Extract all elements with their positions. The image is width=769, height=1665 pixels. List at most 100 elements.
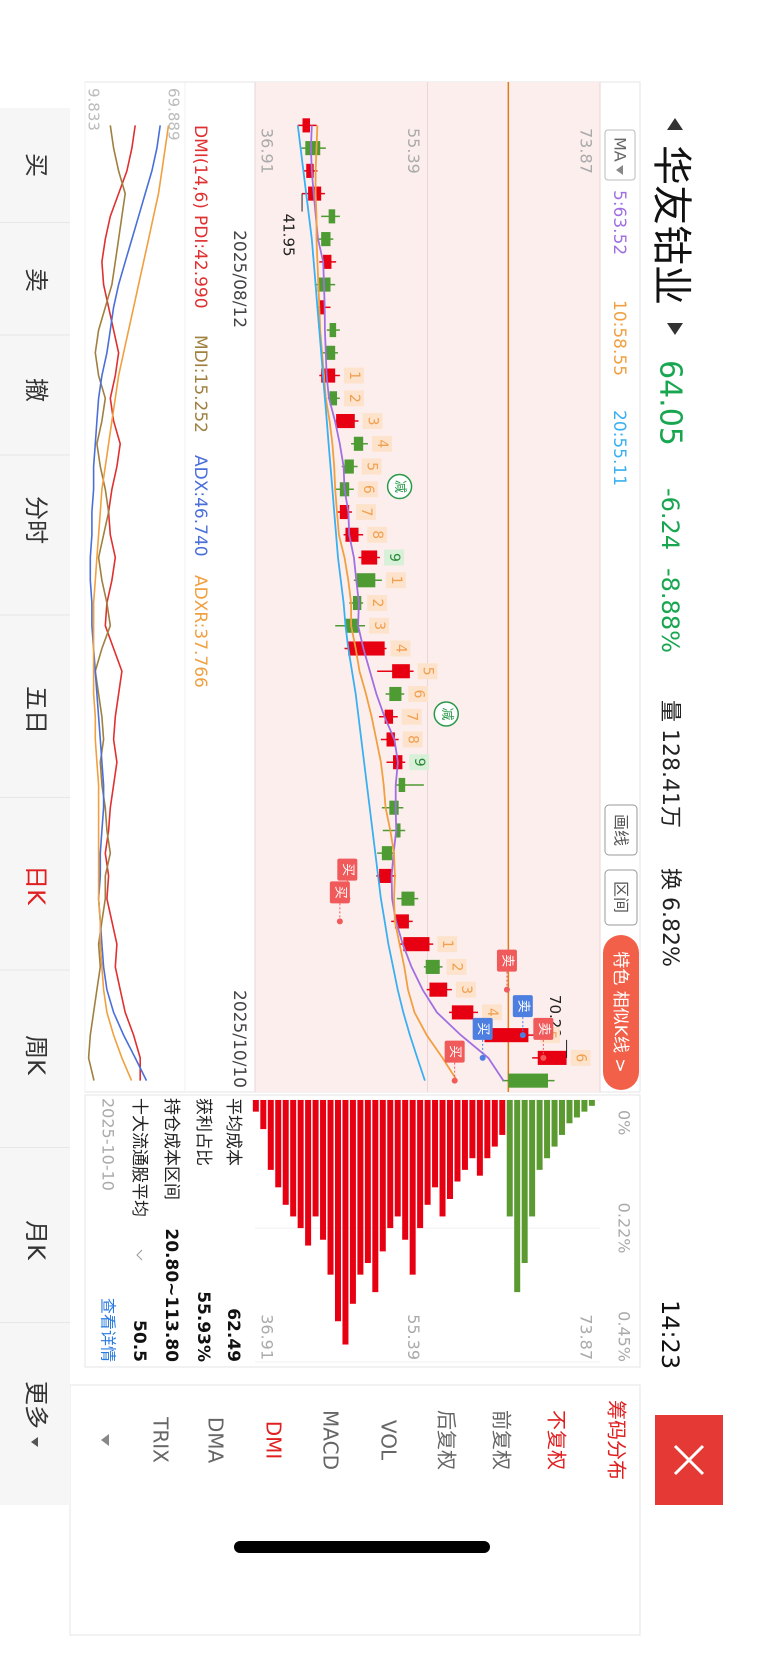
- chip-bar: [364, 1100, 371, 1264]
- price: 64.05: [653, 360, 688, 446]
- side-menu-item[interactable]: DMI: [262, 1421, 286, 1460]
- td-count-bg: [343, 390, 364, 407]
- tab[interactable]: 更多: [22, 1381, 50, 1429]
- more-caret: [31, 1437, 38, 1447]
- stats-date: 2025-10-10: [99, 1098, 118, 1191]
- side-menu-item[interactable]: DMA: [204, 1417, 228, 1464]
- indicator-box[interactable]: [604, 129, 636, 181]
- td-count: 3: [365, 417, 381, 426]
- legend-entry: ADXR:37.766: [190, 575, 210, 688]
- signal-badge: [329, 881, 350, 904]
- signal-label: 卖: [536, 1022, 551, 1035]
- candle-body: [319, 300, 325, 315]
- ma-line: [314, 125, 458, 1082]
- tab[interactable]: 日K: [22, 865, 50, 906]
- signal-dot: [540, 1054, 547, 1061]
- chip-bar: [536, 1100, 543, 1170]
- signal-label: 买: [332, 886, 347, 899]
- close-icon: [673, 1444, 705, 1476]
- tab[interactable]: 买: [22, 153, 50, 177]
- side-menu-item[interactable]: 筹码分布: [605, 1400, 629, 1480]
- chip-bar: [342, 1100, 349, 1345]
- side-menu-item[interactable]: 前复权: [490, 1410, 514, 1470]
- tab[interactable]: 月K: [22, 1220, 50, 1261]
- chip-y-tick-label: 55.39: [404, 1314, 423, 1360]
- candle-body: [361, 550, 378, 565]
- draw-button-label: 画线: [612, 814, 631, 846]
- chip-bar: [446, 1100, 453, 1199]
- tab[interactable]: 卖: [22, 268, 50, 292]
- change: -6.24: [656, 488, 684, 550]
- chip-bar: [260, 1100, 267, 1130]
- signal-badge: [337, 858, 358, 881]
- td-count-bg: [385, 572, 406, 589]
- chip-bar: [521, 1100, 528, 1264]
- chip-bar: [581, 1100, 588, 1112]
- chip-bar: [491, 1100, 498, 1147]
- side-menu-item[interactable]: 不复权: [545, 1410, 569, 1470]
- candle-body: [321, 232, 331, 247]
- candle-body: [329, 323, 337, 338]
- similar-kline-button[interactable]: [603, 935, 639, 1090]
- tab[interactable]: 撤: [22, 378, 50, 402]
- draw-button[interactable]: [604, 804, 638, 856]
- chip-bar: [476, 1100, 483, 1176]
- candle-body: [325, 345, 336, 360]
- td-count: 3: [371, 621, 387, 630]
- candle-body: [429, 982, 448, 997]
- chip-bar: [402, 1100, 409, 1240]
- chip-bar: [305, 1100, 312, 1246]
- td-count: 1: [346, 371, 362, 380]
- td-count: 1: [439, 940, 455, 949]
- stat-label: 平均成本: [223, 1098, 243, 1166]
- side-menu-more[interactable]: [101, 1434, 109, 1446]
- candle-body: [345, 527, 359, 542]
- stock-name: 华友钴业: [648, 145, 694, 305]
- td-count: 7: [404, 712, 420, 721]
- chip-bar: [499, 1100, 506, 1135]
- chip-bar: [417, 1100, 424, 1229]
- td-count-bg: [402, 731, 423, 748]
- stat-label: 十大流通股平均: [129, 1098, 149, 1217]
- candle-body: [305, 141, 321, 156]
- td-count: 8: [369, 530, 385, 539]
- td-count: 4: [374, 439, 390, 448]
- td-count-bg: [362, 413, 383, 430]
- stats-link[interactable]: 查看详情: [99, 1298, 118, 1362]
- side-menu-item[interactable]: 后复权: [435, 1410, 459, 1470]
- legend-entry: MDI:15.252: [190, 335, 210, 433]
- x-tick-label: 2025/10/10: [229, 990, 249, 1088]
- chip-bar: [327, 1100, 334, 1275]
- legend-entry: PDI:42.990: [190, 215, 210, 309]
- range-button[interactable]: [604, 869, 638, 926]
- side-menu-frame: [69, 1384, 641, 1636]
- prev-stock-arrow[interactable]: [667, 118, 683, 130]
- y-tick-label: 36.91: [258, 128, 277, 174]
- chip-bar: [320, 1100, 327, 1240]
- side-menu-item[interactable]: VOL: [377, 1420, 401, 1461]
- time: 14:23: [656, 1300, 684, 1369]
- tab[interactable]: 分时: [22, 496, 50, 544]
- signal-badge: [472, 1017, 493, 1040]
- side-menu-item[interactable]: TRIX: [149, 1416, 173, 1463]
- reduce-mark-label: 减: [392, 480, 407, 493]
- side-menu-item[interactable]: MACD: [319, 1410, 343, 1470]
- chip-y-tick-label: 36.91: [258, 1314, 277, 1360]
- td-count: 5: [364, 462, 380, 471]
- candle-body: [344, 459, 354, 474]
- chip-bar: [432, 1100, 439, 1188]
- candle-body: [401, 891, 415, 906]
- td-count-bg: [455, 981, 476, 998]
- chip-bar: [544, 1100, 551, 1159]
- td-count: 9: [411, 758, 427, 767]
- next-stock-arrow[interactable]: [667, 323, 683, 335]
- legend-entry: 20:55.11: [609, 410, 629, 486]
- stat-value: 50.5: [129, 1320, 149, 1362]
- chip-bar: [379, 1100, 386, 1252]
- tab[interactable]: 周K: [22, 1035, 50, 1076]
- chip-bar: [372, 1100, 379, 1293]
- chip-x-tick-label: 0.45%: [615, 1311, 634, 1362]
- candle-body: [392, 664, 410, 679]
- td-count-bg: [361, 458, 382, 475]
- tab[interactable]: 五日: [22, 686, 50, 734]
